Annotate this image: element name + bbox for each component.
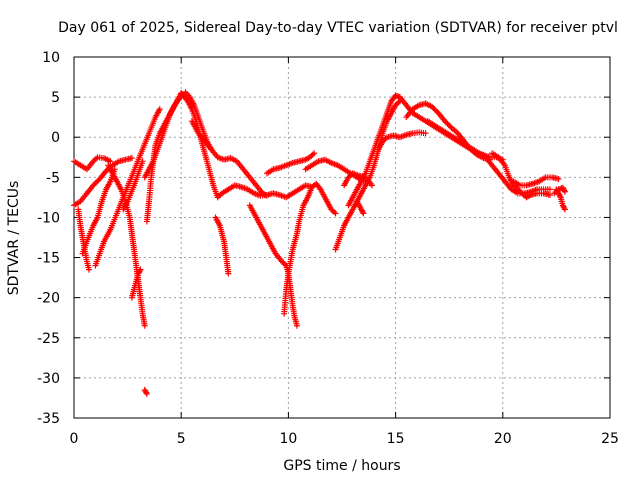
series-trace-7 <box>120 158 146 213</box>
data-point <box>293 322 300 329</box>
data-point <box>143 389 150 396</box>
y-tick-label: -15 <box>37 251 60 267</box>
series-trace-2 <box>71 155 135 209</box>
series-trace-13 <box>212 214 232 277</box>
y-tick-label: -20 <box>37 291 60 307</box>
x-tick-label: 0 <box>70 431 79 447</box>
y-axis-label: SDTVAR / TECUs <box>6 181 22 296</box>
data-point <box>263 192 270 199</box>
y-tick-label: -30 <box>37 371 60 387</box>
data-point <box>555 175 562 182</box>
data-point <box>332 210 339 217</box>
series-trace-20 <box>341 170 376 189</box>
axis-ticks: 0 5 10 15 20 25 10 5 0 -5 -10 -15 -20 -25 -30 -35 <box>37 50 619 447</box>
data-point <box>225 270 232 277</box>
x-tick-label: 5 <box>177 431 186 447</box>
x-tick-label: 20 <box>494 431 512 447</box>
series-outlier <box>141 386 150 397</box>
data-point <box>107 158 114 165</box>
y-tick-label: -10 <box>37 210 60 226</box>
series-trace-10 <box>141 89 215 181</box>
plot-frame <box>73 56 611 419</box>
data-point <box>111 166 118 173</box>
series-trace-3 <box>75 206 93 273</box>
series-trace-21 <box>354 198 367 217</box>
data-point <box>561 188 568 195</box>
data-point <box>561 205 568 212</box>
data-point <box>546 186 553 193</box>
data-point <box>143 390 150 397</box>
data-point <box>561 206 568 213</box>
x-tick-label: 10 <box>279 431 297 447</box>
x-axis-label: GPS time / hours <box>283 458 400 474</box>
data-points <box>71 89 568 397</box>
data-point <box>359 209 366 216</box>
data-point <box>137 266 144 273</box>
data-point <box>128 155 135 162</box>
y-tick-label: 5 <box>51 90 60 106</box>
series-trace-27 <box>510 174 562 189</box>
data-point <box>86 266 93 273</box>
series-trace-15 <box>281 180 339 317</box>
series-trace-16 <box>263 150 318 177</box>
data-point <box>447 123 454 130</box>
y-tick-label: -25 <box>37 331 60 347</box>
series-trace-12 <box>188 118 270 199</box>
data-point <box>360 210 367 217</box>
data-point <box>311 150 318 157</box>
data-point <box>139 158 146 165</box>
y-tick-label: 10 <box>42 50 60 66</box>
data-point <box>546 191 553 198</box>
chart-title: Day 061 of 2025, Sidereal Day-to-day VTE… <box>58 20 618 36</box>
series-trace-29 <box>551 184 568 197</box>
data-point <box>141 322 148 329</box>
series-trace-26 <box>489 150 553 201</box>
series-trace-1 <box>71 154 114 173</box>
data-point <box>156 106 163 113</box>
data-point <box>136 267 143 274</box>
y-tick-label: -35 <box>37 411 60 427</box>
data-point <box>556 193 563 200</box>
series-trace-25 <box>424 118 553 197</box>
data-point <box>561 187 568 194</box>
data-point <box>369 182 376 189</box>
series-trace-8 <box>128 266 144 301</box>
series-trace-22 <box>375 129 429 153</box>
x-tick-label: 15 <box>387 431 405 447</box>
data-point <box>422 130 429 137</box>
y-tick-label: -5 <box>46 170 60 186</box>
y-tick-label: 0 <box>51 130 60 146</box>
x-tick-label: 25 <box>601 431 619 447</box>
grid-lines <box>74 57 610 418</box>
